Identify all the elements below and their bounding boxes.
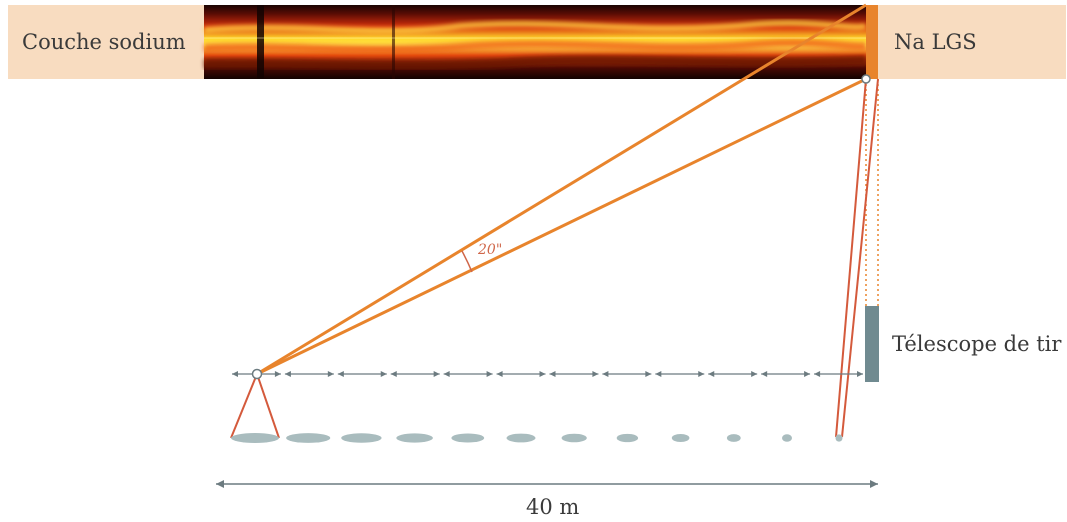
subaperture-spot [231, 433, 279, 443]
spacing-arrow [390, 371, 440, 377]
subaperture-spot [506, 433, 536, 443]
angle-arc [461, 250, 473, 273]
cone-line-right-a [835, 78, 867, 438]
subaperture-spot [835, 434, 843, 442]
guide-star-marker-icon [861, 74, 871, 84]
subaperture-spot [782, 434, 792, 442]
wavefront-sensor-marker-icon [251, 368, 263, 380]
beam-lower [256, 77, 867, 376]
spacing-arrow [655, 371, 705, 377]
distance-label: 40 m [526, 495, 579, 519]
subaperture-spacing-arrows [232, 371, 863, 377]
guide-star-beam [866, 5, 878, 79]
angle-label: 20" [477, 242, 502, 258]
subaperture-spot [341, 433, 382, 443]
guide-star-label: Na LGS [894, 30, 977, 54]
sodium-layer-label: Couche sodium [22, 30, 186, 54]
spacing-arrow [549, 371, 599, 377]
sodium-layer-image [203, 5, 867, 79]
subaperture-spot [561, 433, 587, 443]
spacing-arrow [443, 371, 493, 377]
launch-telescope-label: Télescope de tir [892, 332, 1062, 356]
spacing-arrow [814, 371, 863, 377]
subaperture-spots [231, 433, 843, 443]
spacing-arrow [708, 371, 758, 377]
spacing-arrow [602, 371, 652, 377]
spacing-arrow [337, 371, 387, 377]
cone-line-left-a [230, 373, 258, 439]
beam-upper [256, 3, 867, 376]
subaperture-spot [726, 434, 741, 442]
subaperture-spot [451, 433, 485, 443]
spacing-arrow [761, 371, 811, 377]
subaperture-spot [286, 433, 331, 443]
cone-line-right-b [841, 78, 879, 438]
cone-line-left-b [256, 373, 280, 439]
subaperture-spot [616, 433, 639, 443]
spacing-arrow [284, 371, 334, 377]
subaperture-spot [396, 433, 433, 443]
spacing-arrow [496, 371, 546, 377]
subaperture-spot [671, 433, 690, 443]
distance-arrow [216, 480, 878, 488]
launch-telescope [865, 306, 879, 382]
